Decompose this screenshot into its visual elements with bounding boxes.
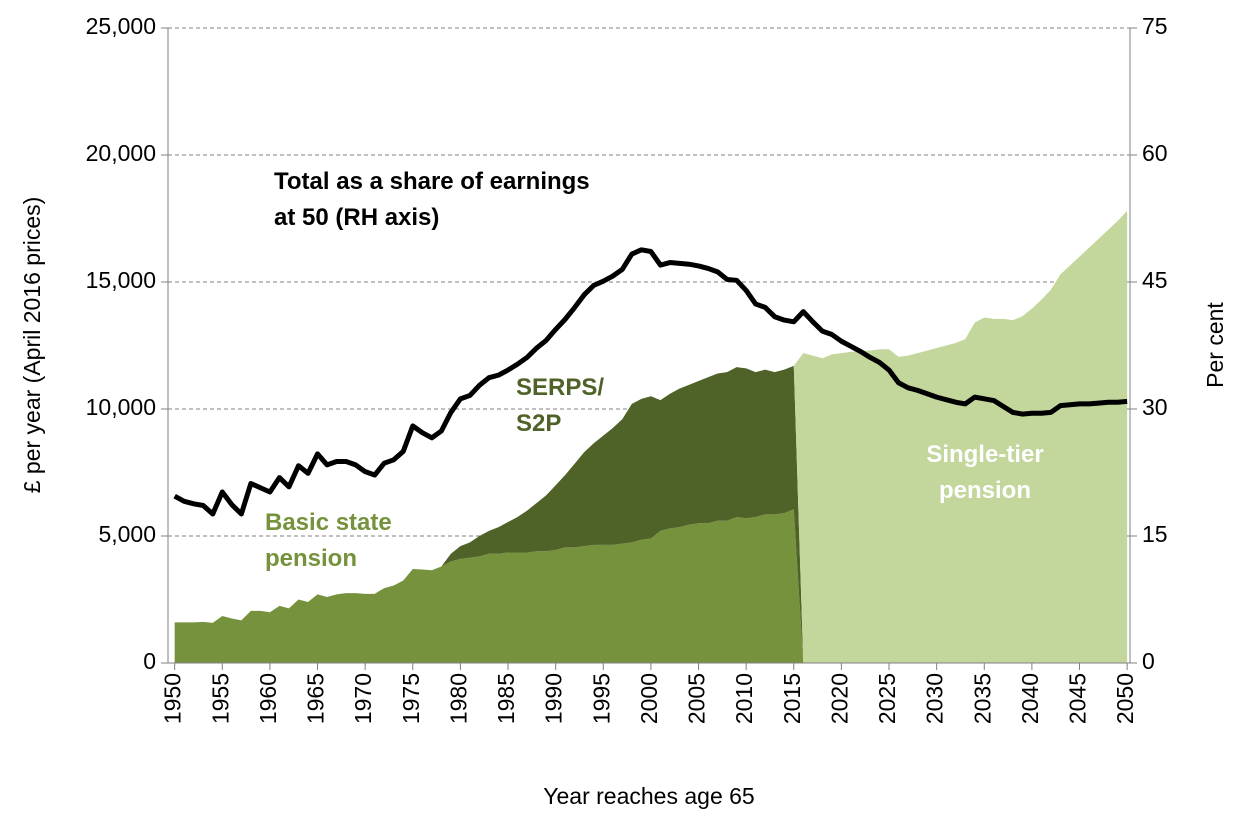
y2-tick-label: 30	[1142, 394, 1168, 420]
x-tick-label: 2035	[969, 673, 995, 724]
area	[174, 210, 1128, 663]
x-tick-label: 2040	[1017, 673, 1043, 724]
x-tick-label: 2010	[731, 673, 757, 724]
y2-axis-title: Per cent	[1202, 302, 1228, 388]
x-tick-label: 1960	[255, 673, 281, 724]
x-tick-label: 2015	[779, 673, 805, 724]
y2-tick-label: 75	[1142, 13, 1168, 39]
y2-tick-label: 60	[1142, 140, 1168, 166]
x-axis-title: Year reaches age 65	[543, 783, 754, 809]
area	[174, 365, 1128, 663]
x-tick-label: 1950	[160, 673, 186, 724]
y2-tick-label: 45	[1142, 267, 1168, 293]
x-tick-label: 1955	[207, 673, 233, 724]
y-axis-title: £ per year (April 2016 prices)	[19, 197, 45, 494]
series-label: Total as a share of earnings at 50 (RH a…	[274, 168, 590, 231]
y-tick-label: 10,000	[86, 394, 156, 420]
x-tick-label: 1975	[398, 673, 424, 724]
x-tick-label: 1965	[303, 673, 329, 724]
y2-tick-label: 15	[1142, 521, 1168, 547]
x-tick-label: 1985	[493, 673, 519, 724]
series-label: SERPS/ S2P	[516, 374, 605, 437]
y-tick-label: 0	[143, 648, 156, 674]
y-tick-label: 15,000	[86, 267, 156, 293]
x-tick-label: 1970	[350, 673, 376, 724]
x-tick-label: 2030	[922, 673, 948, 724]
x-tick-label: 2005	[684, 673, 710, 724]
x-tick-label: 2020	[826, 673, 852, 724]
x-tick-label: 2045	[1065, 673, 1091, 724]
series-label: Single-tier pension	[926, 441, 1044, 504]
x-tick-label: 1995	[588, 673, 614, 724]
y-tick-label: 20,000	[86, 140, 156, 166]
y-tick-label: 5,000	[98, 521, 156, 547]
x-tick-label: 1990	[541, 673, 567, 724]
y-tick-label: 25,000	[86, 13, 156, 39]
series-label: Basic state pension	[265, 509, 392, 572]
y2-tick-label: 0	[1142, 648, 1155, 674]
x-tick-label: 2000	[636, 673, 662, 724]
x-tick-label: 2025	[874, 673, 900, 724]
area	[174, 509, 1128, 663]
line	[173, 247, 1128, 517]
x-tick-label: 2050	[1112, 673, 1138, 724]
x-tick-label: 1980	[445, 673, 471, 724]
